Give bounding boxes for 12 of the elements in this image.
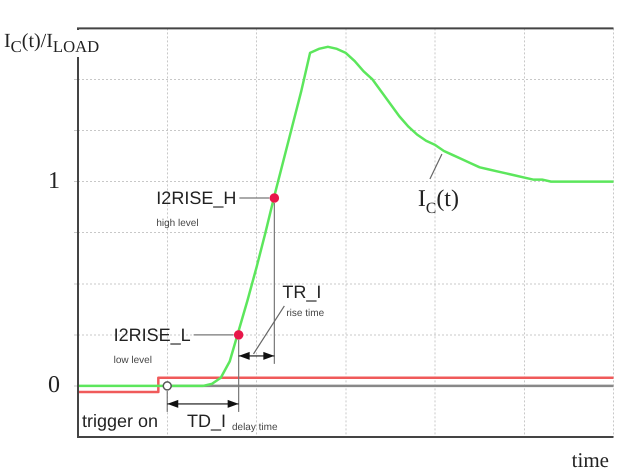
y-tick-label: 1	[48, 168, 60, 194]
x-axis-title: time	[572, 448, 609, 473]
annotation: I2RISE_L low level	[114, 324, 191, 366]
y-axis-title: I$_{C}$(t)/I$_{LOAD}$	[4, 30, 100, 57]
point	[162, 381, 172, 391]
point	[234, 330, 244, 340]
annotation: TD_I delay time	[186, 410, 278, 433]
point	[270, 193, 280, 203]
annotation: TR_I rise time	[282, 282, 325, 319]
annotation: I2RISE_H high level	[156, 188, 236, 229]
annotation: trigger on	[82, 410, 158, 431]
y-tick-label: 0	[48, 372, 60, 398]
